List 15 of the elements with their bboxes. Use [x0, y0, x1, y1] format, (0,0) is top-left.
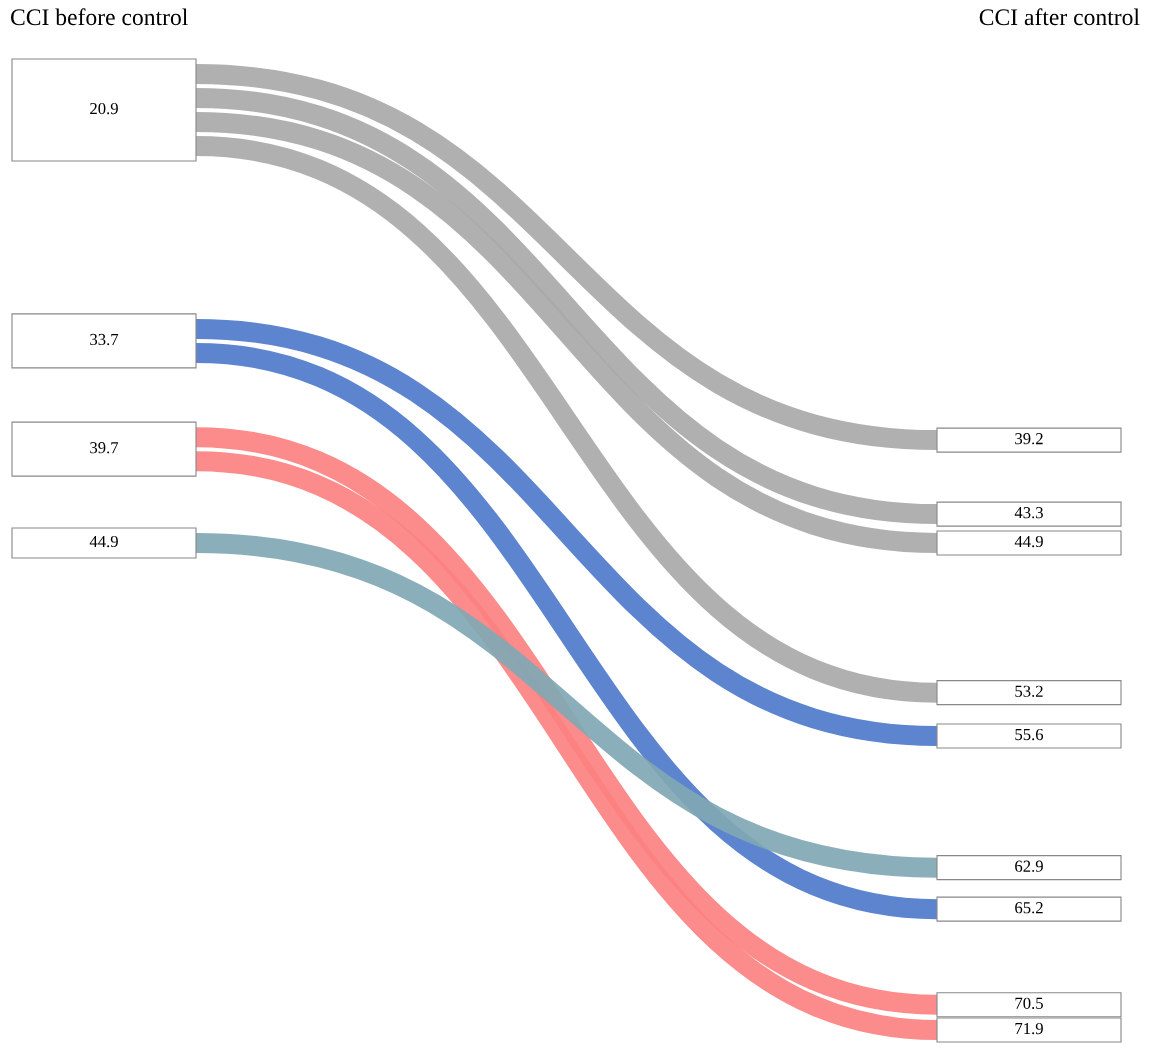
data-label: 44.9 — [89, 535, 118, 548]
category-label: CCI after control — [979, 8, 1140, 26]
data-label: 70.5 — [1015, 997, 1043, 1009]
data-label: 65.2 — [1015, 902, 1043, 914]
data-label: 53.2 — [1015, 685, 1043, 697]
data-label: 39.7 — [90, 442, 119, 454]
data-label: 62.9 — [1015, 860, 1043, 872]
category-label: CCI before control — [10, 8, 188, 26]
data-label: 43.3 — [1014, 507, 1043, 519]
data-label: 20.9 — [90, 102, 118, 115]
data-label: 39.2 — [1015, 433, 1043, 445]
data-label: 44.9 — [1014, 535, 1043, 548]
data-label: 55.6 — [1015, 728, 1044, 741]
data-label: 71.9 — [1015, 1022, 1043, 1035]
data-label: 33.7 — [90, 333, 119, 346]
